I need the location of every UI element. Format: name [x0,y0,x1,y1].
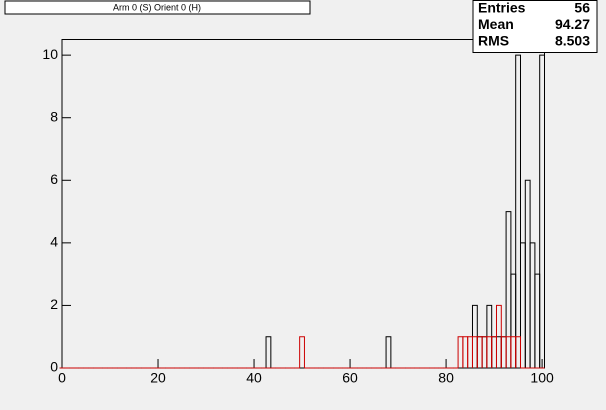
y-tick-label: 8 [50,108,58,124]
x-tick-label: 80 [438,370,454,386]
x-tick-label: 60 [342,370,358,386]
y-tick-label: 6 [50,171,58,187]
y-tick-label: 4 [50,234,58,250]
stat-value: 56 [574,0,590,16]
histogram-bin [385,336,392,368]
histogram-bin [299,336,305,368]
histogram-bin [265,336,272,368]
y-tick-label: 10 [42,46,58,62]
plot-frame [61,39,545,369]
stat-label: Mean [478,16,514,32]
histogram-bin [539,54,545,368]
stat-label: Entries [478,0,526,16]
y-tick-label: 2 [50,296,58,312]
histogram-bin [515,54,521,368]
y-tick-label: 0 [50,359,58,375]
x-tick-label: 20 [150,370,166,386]
stat-label: RMS [478,33,509,49]
x-tick-label: 40 [246,370,262,386]
stats: Entries 56 Mean 94.27 RMS 8.503 [478,0,590,49]
stat-value: 8.503 [555,33,590,49]
stat-value: 94.27 [555,16,590,32]
histogram-bin [515,336,521,368]
x-tick-label: 0 [58,370,66,386]
stats-box [472,0,598,53]
title-box [4,0,311,15]
chart-title: Arm 0 (S) Orient 0 (H) [113,2,201,12]
x-tick-label: 100 [530,370,554,386]
